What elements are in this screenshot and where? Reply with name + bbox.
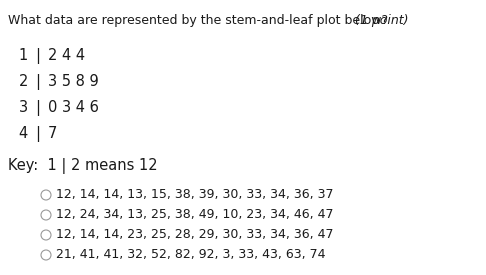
Text: 2 4 4: 2 4 4 bbox=[48, 48, 85, 63]
Text: |: | bbox=[35, 100, 40, 116]
Text: 2: 2 bbox=[18, 74, 28, 89]
Text: 4: 4 bbox=[19, 126, 28, 141]
Text: 21, 41, 41, 32, 52, 82, 92, 3, 33, 43, 63, 74: 21, 41, 41, 32, 52, 82, 92, 3, 33, 43, 6… bbox=[56, 248, 326, 261]
Text: 1: 1 bbox=[19, 48, 28, 63]
Text: 12, 24, 34, 13, 25, 38, 49, 10, 23, 34, 46, 47: 12, 24, 34, 13, 25, 38, 49, 10, 23, 34, … bbox=[56, 208, 333, 221]
Text: 7: 7 bbox=[48, 126, 57, 141]
Text: 0 3 4 6: 0 3 4 6 bbox=[48, 100, 99, 115]
Text: 3: 3 bbox=[19, 100, 28, 115]
Text: |: | bbox=[35, 74, 40, 90]
Text: |: | bbox=[35, 48, 40, 64]
Text: 3 5 8 9: 3 5 8 9 bbox=[48, 74, 99, 89]
Text: Key:  1 | 2 means 12: Key: 1 | 2 means 12 bbox=[8, 158, 157, 174]
Text: (1 point): (1 point) bbox=[355, 14, 409, 27]
Text: |: | bbox=[35, 126, 40, 142]
Text: 12, 14, 14, 23, 25, 28, 29, 30, 33, 34, 36, 47: 12, 14, 14, 23, 25, 28, 29, 30, 33, 34, … bbox=[56, 228, 333, 241]
Text: What data are represented by the stem-and-leaf plot below?: What data are represented by the stem-an… bbox=[8, 14, 388, 27]
Text: 12, 14, 14, 13, 15, 38, 39, 30, 33, 34, 36, 37: 12, 14, 14, 13, 15, 38, 39, 30, 33, 34, … bbox=[56, 188, 333, 201]
